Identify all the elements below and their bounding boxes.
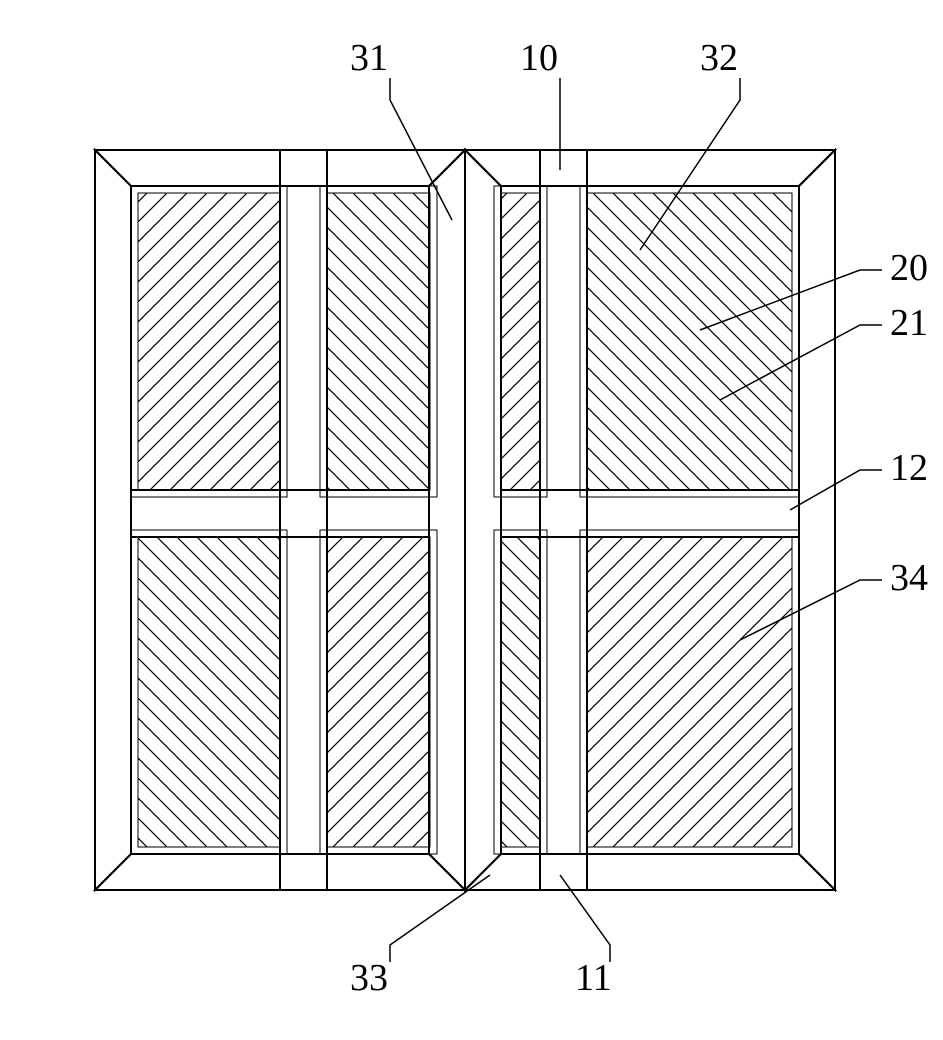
label-12: 12 xyxy=(890,447,928,489)
label-33: 33 xyxy=(350,957,388,999)
right-frame-right xyxy=(799,150,835,890)
leader-11 xyxy=(560,875,610,962)
technical-diagram-svg: 31 10 32 20 21 12 34 33 11 xyxy=(20,20,943,1020)
quad-32-hatch xyxy=(587,193,792,490)
label-31: 31 xyxy=(350,37,388,79)
quad-left-tr-hatch xyxy=(327,193,430,490)
quad-33-hatch xyxy=(138,537,280,847)
label-11: 11 xyxy=(575,957,612,999)
label-20: 20 xyxy=(890,247,928,289)
label-21: 21 xyxy=(890,302,928,344)
quad-right-bl-hatch xyxy=(501,537,540,847)
label-34: 34 xyxy=(890,557,928,599)
right-frame-left xyxy=(465,150,501,890)
left-half xyxy=(95,150,465,890)
left-frame-right xyxy=(429,150,465,890)
leader-33 xyxy=(390,875,490,962)
right-frame-bottom xyxy=(465,854,835,890)
right-frame-top xyxy=(465,150,835,186)
left-frame-left xyxy=(95,150,131,890)
quad-34-hatch xyxy=(587,537,792,847)
label-10: 10 xyxy=(520,37,558,79)
label-32: 32 xyxy=(700,37,738,79)
quad-left-br-hatch xyxy=(327,537,430,847)
diagram-container: 31 10 32 20 21 12 34 33 11 xyxy=(20,20,943,1020)
quad-right-tl-hatch xyxy=(501,193,540,490)
quad-31-hatch xyxy=(138,193,280,490)
right-half xyxy=(465,150,835,890)
